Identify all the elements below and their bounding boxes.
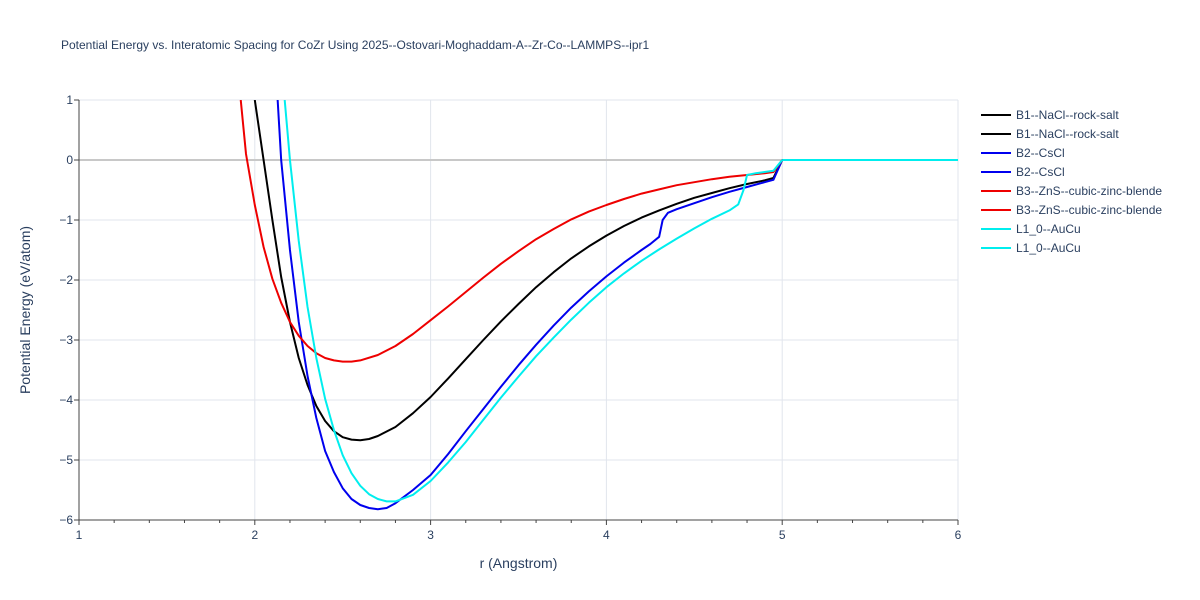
series-line-6 (283, 100, 783, 503)
legend-item[interactable]: B1--NaCl--rock-salt (981, 108, 1119, 122)
x-tick-label: 4 (603, 528, 610, 542)
legend-label: B1--NaCl--rock-salt (1016, 108, 1119, 122)
y-tick-label: −2 (59, 273, 73, 287)
legend-label: B2--CsCl (1016, 146, 1065, 160)
legend-item[interactable]: B1--NaCl--rock-salt (981, 127, 1119, 141)
series-line-4 (239, 100, 784, 363)
y-tick-label: −3 (59, 333, 73, 347)
legend-item[interactable]: L1_0--AuCu (981, 241, 1081, 255)
grid-layer (79, 99, 959, 520)
legend-label: L1_0--AuCu (1016, 241, 1081, 255)
y-tick-label: 1 (66, 93, 73, 107)
x-tick-label: 5 (779, 528, 786, 542)
y-tick-label: −5 (59, 453, 73, 467)
legend-item[interactable]: B2--CsCl (981, 146, 1065, 160)
legend-item[interactable]: B3--ZnS--cubic-zinc-blende (981, 203, 1162, 217)
y-tick-label: −1 (59, 213, 73, 227)
legend-item[interactable]: B3--ZnS--cubic-zinc-blende (981, 184, 1162, 198)
y-axis-title: Potential Energy (eV/atom) (17, 226, 33, 394)
chart-title: Potential Energy vs. Interatomic Spacing… (61, 38, 650, 52)
y-tick-label: −6 (59, 513, 73, 527)
x-tick-label: 1 (76, 528, 83, 542)
x-tick-label: 3 (427, 528, 434, 542)
series-line-0 (253, 100, 784, 442)
legend[interactable]: B1--NaCl--rock-salt B1--NaCl--rock-salt B2… (981, 108, 1162, 255)
x-axis-title: r (Angstrom) (480, 555, 558, 571)
series-line-2 (276, 100, 784, 511)
y-tick-label: −4 (59, 393, 73, 407)
x-tick-label: 6 (955, 528, 962, 542)
series-layer (239, 100, 958, 511)
legend-label: B3--ZnS--cubic-zinc-blende (1016, 203, 1162, 217)
legend-label: B2--CsCl (1016, 165, 1065, 179)
legend-item[interactable]: L1_0--AuCu (981, 222, 1081, 236)
legend-label: B1--NaCl--rock-salt (1016, 127, 1119, 141)
legend-label: B3--ZnS--cubic-zinc-blende (1016, 184, 1162, 198)
legend-label: L1_0--AuCu (1016, 222, 1081, 236)
y-tick-label: 0 (66, 153, 73, 167)
legend-item[interactable]: B2--CsCl (981, 165, 1065, 179)
x-tick-label: 2 (251, 528, 258, 542)
axis-layer: 1 2 3 4 5 6 1 0 −1 −2 −3 −4 −5 −6 (59, 93, 961, 542)
